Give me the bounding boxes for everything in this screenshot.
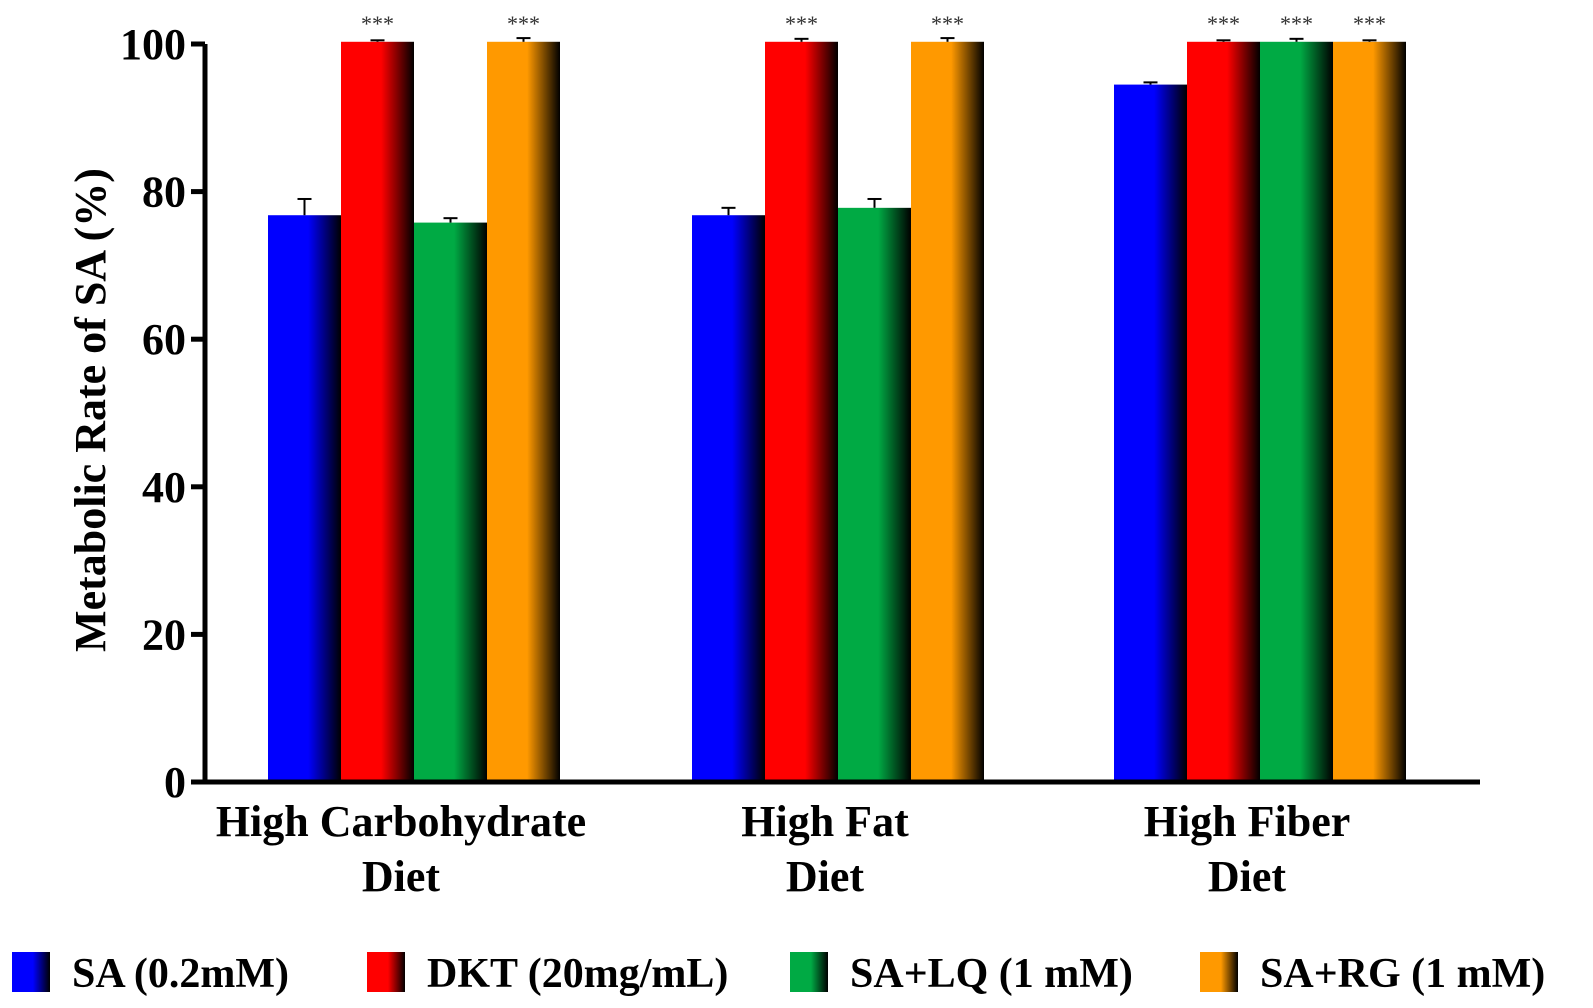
bar [414, 222, 487, 782]
legend-label: SA+RG (1 mM) [1260, 951, 1545, 997]
category-label: High Carbohydrate [216, 797, 586, 846]
category-label: Diet [1208, 852, 1287, 901]
significance-label: *** [931, 11, 964, 36]
bar [1187, 41, 1260, 782]
category-label: High Fiber [1144, 797, 1351, 846]
legend-label: DKT (20mg/mL) [427, 951, 728, 997]
bar [487, 41, 560, 782]
legend-swatch [790, 952, 828, 992]
y-tick-label: 40 [142, 463, 186, 512]
significance-label: *** [1207, 11, 1240, 36]
error-bars-group [297, 37, 1377, 223]
bar [1333, 41, 1406, 782]
category-labels-group: High Carbohydrate Diet High Fat Diet High Fi… [216, 797, 1350, 901]
y-tick-label: 80 [142, 168, 186, 217]
y-ticks-group: 0 20 40 60 80 100 [120, 20, 205, 807]
y-tick-label: 0 [164, 758, 186, 807]
bar [341, 41, 414, 782]
significance-group: *** *** *** *** *** *** *** [361, 11, 1386, 36]
legend-swatch [1200, 952, 1238, 992]
bar [765, 41, 838, 782]
significance-label: *** [507, 11, 540, 36]
legend: SA (0.2mM) DKT (20mg/mL) SA+LQ (1 mM) SA+RG… [12, 951, 1545, 997]
y-axis-title: Metabolic Rate of SA (%) [66, 168, 115, 652]
category-label: Diet [786, 852, 865, 901]
bar [911, 41, 984, 782]
legend-label: SA+LQ (1 mM) [850, 951, 1133, 997]
legend-swatch [367, 952, 405, 992]
y-tick-label: 100 [120, 20, 186, 69]
bar [268, 215, 341, 782]
y-tick-label: 20 [142, 610, 186, 659]
legend-label: SA (0.2mM) [72, 951, 289, 997]
bar [692, 215, 765, 782]
significance-label: *** [1280, 11, 1313, 36]
bar [1114, 84, 1187, 783]
axes-group [202, 44, 1480, 785]
significance-label: *** [785, 11, 818, 36]
bars-group [268, 41, 1406, 783]
y-tick-label: 60 [142, 315, 186, 364]
category-label: Diet [362, 852, 441, 901]
bar [838, 207, 911, 782]
significance-label: *** [361, 11, 394, 36]
significance-label: *** [1353, 11, 1386, 36]
bar [1260, 41, 1333, 782]
category-label: High Fat [741, 797, 909, 846]
legend-swatch [12, 952, 50, 992]
